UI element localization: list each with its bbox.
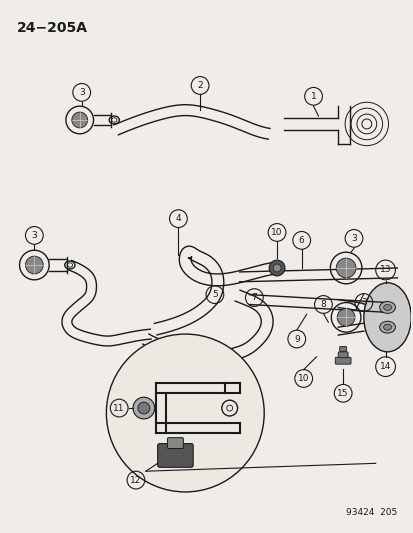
Text: 13: 13	[379, 265, 390, 274]
Ellipse shape	[363, 283, 410, 352]
Text: 10: 10	[297, 374, 309, 383]
Ellipse shape	[383, 304, 391, 310]
Text: 12: 12	[130, 475, 141, 484]
Circle shape	[268, 260, 284, 276]
Text: 3: 3	[350, 234, 356, 243]
Text: 9: 9	[293, 335, 299, 343]
Text: 2: 2	[197, 81, 202, 90]
Text: 15: 15	[337, 389, 348, 398]
Text: 8: 8	[320, 300, 325, 309]
FancyBboxPatch shape	[167, 438, 183, 449]
Circle shape	[335, 258, 355, 278]
Circle shape	[337, 309, 354, 326]
Circle shape	[273, 264, 280, 272]
FancyBboxPatch shape	[339, 346, 346, 351]
FancyBboxPatch shape	[337, 352, 347, 358]
Text: 6: 6	[298, 236, 304, 245]
Text: 3: 3	[360, 298, 366, 307]
FancyBboxPatch shape	[157, 443, 193, 467]
Ellipse shape	[379, 321, 394, 333]
Ellipse shape	[379, 302, 394, 313]
Circle shape	[133, 397, 154, 419]
Text: 5: 5	[211, 290, 217, 299]
Text: 14: 14	[379, 362, 390, 371]
Circle shape	[106, 334, 263, 492]
Text: 10: 10	[271, 228, 282, 237]
Circle shape	[138, 402, 150, 414]
Circle shape	[72, 112, 88, 128]
Text: 11: 11	[113, 403, 125, 413]
Text: 3: 3	[78, 88, 84, 97]
Text: 4: 4	[175, 214, 181, 223]
Ellipse shape	[383, 324, 391, 330]
FancyBboxPatch shape	[335, 357, 350, 364]
Text: 3: 3	[31, 231, 37, 240]
Text: 93424  205: 93424 205	[345, 507, 396, 516]
Text: 1: 1	[310, 92, 316, 101]
Text: 24−205A: 24−205A	[17, 21, 88, 35]
Text: 7: 7	[251, 293, 256, 302]
Circle shape	[26, 256, 43, 274]
